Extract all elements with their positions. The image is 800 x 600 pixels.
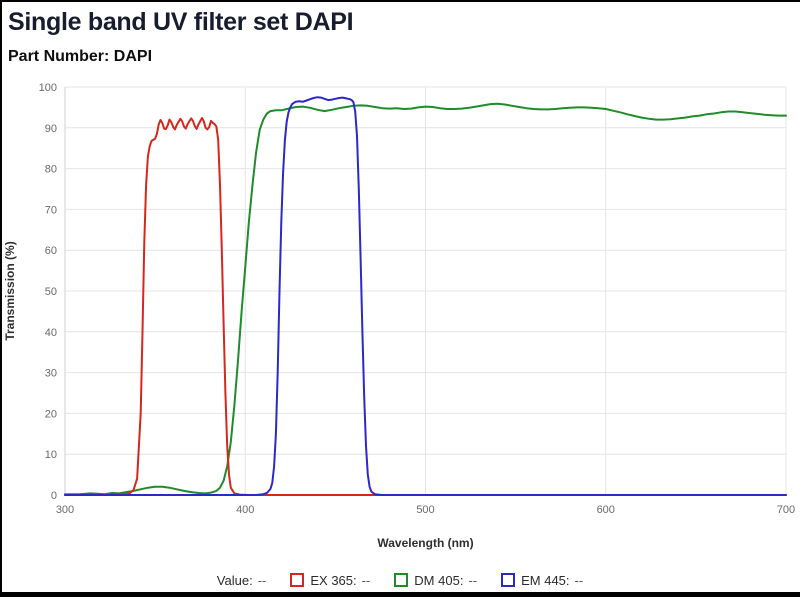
y-axis-label: Transmission (%) — [3, 241, 17, 340]
svg-text:400: 400 — [236, 504, 254, 516]
axis-tick-labels: 0 10 20 30 40 50 60 70 80 90 100 300 400 500 600 700 — [39, 82, 796, 516]
svg-text:50: 50 — [45, 286, 57, 298]
top-border — [0, 0, 800, 2]
bottom-border-bar — [0, 592, 800, 597]
gridlines — [64, 86, 787, 496]
svg-text:70: 70 — [45, 204, 57, 216]
legend-value-label: Value: — [216, 572, 253, 588]
series-ex365 — [64, 117, 787, 496]
part-number: Part Number: DAPI — [8, 48, 153, 65]
svg-text:30: 30 — [45, 368, 57, 380]
svg-text:500: 500 — [416, 504, 434, 516]
svg-text:60: 60 — [45, 245, 57, 257]
legend-item-dm405[interactable]: DM 405: -- — [394, 573, 477, 588]
legend-item-label: DM 405: — [414, 572, 464, 588]
svg-text:80: 80 — [45, 164, 57, 176]
legend-item-em445[interactable]: EM 445: -- — [501, 573, 583, 588]
legend-value-readout: Value: -- — [217, 573, 267, 588]
transmission-chart[interactable]: 0 10 20 30 40 50 60 70 80 90 100 300 400 500 600 700 Wav… — [0, 0, 800, 569]
svg-text:100: 100 — [39, 82, 57, 94]
svg-text:300: 300 — [56, 504, 74, 516]
series-dm405 — [64, 102, 787, 496]
legend-item-label: EX 365: — [310, 572, 357, 588]
legend-item-value: -- — [468, 572, 478, 588]
left-border — [0, 0, 2, 597]
series-em445 — [64, 96, 787, 496]
page-title: Single band UV filter set DAPI — [8, 8, 354, 36]
svg-text:40: 40 — [45, 327, 57, 339]
legend-value: -- — [257, 572, 267, 588]
legend-item-ex365[interactable]: EX 365: -- — [290, 573, 370, 588]
svg-text:0: 0 — [51, 490, 57, 502]
legend-item-label: EM 445: — [521, 572, 570, 588]
x-axis-label: Wavelength (nm) — [377, 536, 473, 550]
em445-swatch-icon — [501, 573, 516, 587]
dm405-swatch-icon — [394, 573, 409, 587]
ex365-swatch-icon — [290, 573, 305, 587]
legend-item-value: -- — [574, 572, 584, 588]
svg-text:600: 600 — [597, 504, 615, 516]
legend-item-value: -- — [361, 572, 371, 588]
svg-text:90: 90 — [45, 123, 57, 135]
svg-text:20: 20 — [45, 408, 57, 420]
chart-legend: Value: -- EX 365: -- DM 405: -- EM 445: … — [0, 569, 800, 591]
svg-text:700: 700 — [777, 504, 795, 516]
svg-text:10: 10 — [45, 449, 57, 461]
